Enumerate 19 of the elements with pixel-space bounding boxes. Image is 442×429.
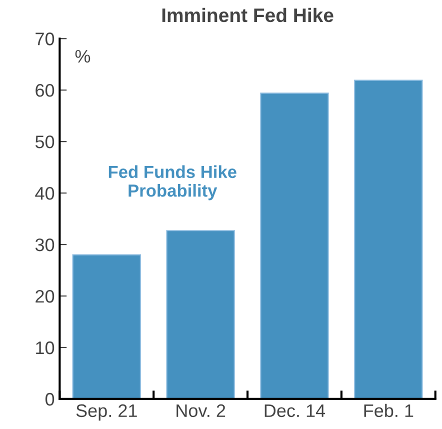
bar [72, 254, 141, 399]
x-tick-label: Dec. 14 [264, 404, 326, 418]
bar [166, 230, 235, 399]
y-tick-label: 40 [35, 186, 54, 200]
bar [260, 92, 329, 399]
x-tick-label: Sep. 21 [76, 404, 137, 421]
y-tick-label: 60 [36, 84, 54, 97]
y-tick-label: 70 [36, 32, 54, 46]
x-tick-label: Nov. 2 [176, 404, 226, 418]
series-label: Fed Funds Hike Probability [108, 165, 236, 200]
chart-title: Imminent Fed Hike [162, 8, 334, 22]
y-tick-label: 30 [35, 238, 54, 252]
y-tick-label: 50 [35, 136, 54, 148]
x-tick-label: Feb. 1 [364, 404, 414, 418]
y-tick-label: 20 [36, 290, 54, 303]
bar [354, 80, 423, 399]
y-tick-label: 0 [45, 392, 54, 406]
y-axis-title: % [75, 50, 90, 63]
y-tick-label: 10 [36, 341, 54, 354]
